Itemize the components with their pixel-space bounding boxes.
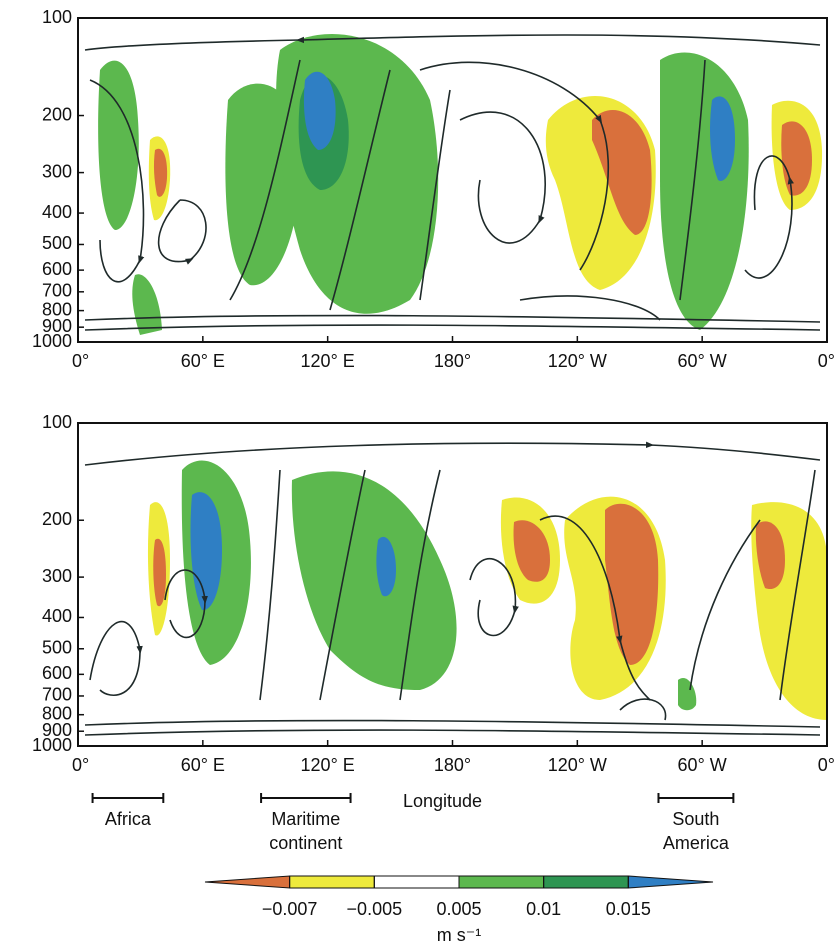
x-tick-label: 120° W (548, 351, 607, 371)
y-tick-label: 100 (42, 412, 72, 432)
y-tick-label: 200 (42, 104, 72, 124)
colorbar-tick-label: 0.01 (526, 899, 561, 919)
colorbar-swatch (543, 875, 629, 889)
x-tick-label: 0° (72, 755, 89, 775)
colorbar-swatch (204, 875, 291, 889)
y-tick-label: 600 (42, 259, 72, 279)
streamlines (84, 34, 821, 331)
y-tick-label: 800 (42, 299, 72, 319)
x-tick-label: 60° E (181, 351, 225, 371)
region-label: Africa (105, 809, 152, 829)
x-tick-label: 60° W (678, 755, 727, 775)
y-tick-label: 500 (42, 638, 72, 658)
y-tick-label: 200 (42, 509, 72, 529)
shading (98, 34, 823, 335)
colorbar-label: m s⁻¹ (437, 925, 482, 945)
colorbar-swatch (373, 875, 460, 889)
region-label: Maritime continent (269, 809, 342, 853)
x-tick-label: 0° (72, 351, 89, 371)
colorbar-tick-label: −0.007 (262, 899, 318, 919)
y-tick-label: 400 (42, 606, 72, 626)
y-tick-label: 700 (42, 685, 72, 705)
y-tick-label: 300 (42, 566, 72, 586)
colorbar-swatch (458, 875, 545, 889)
region-label: South America (663, 809, 730, 853)
x-tick-label: 120° W (548, 755, 607, 775)
x-axis-label: Longitude (403, 791, 482, 811)
x-tick-label: 60° E (181, 755, 225, 775)
y-tick-label: 300 (42, 161, 72, 181)
y-tick-label: 1000 (32, 735, 72, 755)
y-tick-label: 1000 (32, 331, 72, 351)
x-tick-label: 120° E (301, 755, 355, 775)
x-tick-label: 180° (434, 755, 471, 775)
y-tick-label: 900 (42, 316, 72, 336)
shading (147, 460, 827, 720)
y-tick-label: 600 (42, 663, 72, 683)
colorbar-tick-label: 0.015 (606, 899, 651, 919)
y-tick-label: 900 (42, 720, 72, 740)
y-tick-label: 500 (42, 233, 72, 253)
y-tick-label: 800 (42, 703, 72, 723)
x-tick-label: 60° W (678, 351, 727, 371)
x-tick-label: 120° E (301, 351, 355, 371)
y-tick-label: 100 (42, 7, 72, 27)
colorbar-tick-label: −0.005 (347, 899, 403, 919)
x-tick-label: 0° (818, 755, 835, 775)
x-tick-label: 180° (434, 351, 471, 371)
y-tick-label: 700 (42, 281, 72, 301)
colorbar-tick-label: 0.005 (436, 899, 481, 919)
x-tick-label: 0° (818, 351, 835, 371)
colorbar-swatch (289, 875, 375, 889)
streamlines (84, 441, 821, 736)
y-tick-label: 400 (42, 202, 72, 222)
colorbar-swatch (627, 875, 714, 889)
